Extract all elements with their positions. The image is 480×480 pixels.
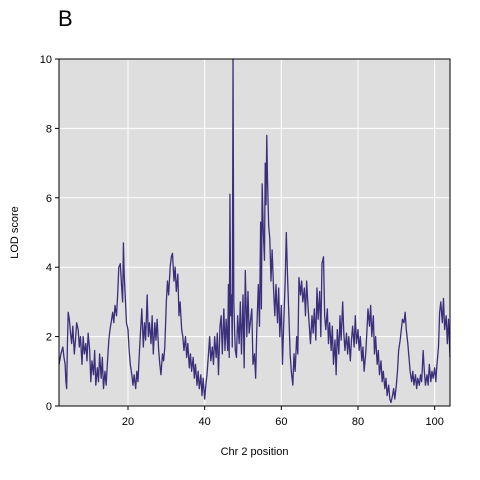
y-axis-label: LOD score	[9, 206, 21, 259]
y-tick-label: 0	[46, 401, 52, 413]
y-tick-label: 2	[46, 332, 52, 344]
x-tick-label: 60	[275, 416, 287, 428]
y-tick-label: 4	[46, 262, 52, 274]
x-tick-label: 40	[199, 416, 211, 428]
panel-label: B	[58, 6, 73, 31]
plot-frame	[58, 58, 451, 407]
x-tick-label: 80	[352, 416, 364, 428]
y-axis: 0 2 4 6 8 10	[40, 54, 59, 413]
y-tick-label: 10	[40, 54, 52, 66]
x-axis-label: Chr 2 position	[221, 446, 289, 458]
lod-score-line	[58, 58, 451, 404]
y-tick-label: 8	[46, 123, 52, 135]
x-tick-label: 20	[122, 416, 134, 428]
x-axis: 20 40 60 80 100	[122, 406, 444, 428]
x-tick-label: 100	[425, 416, 443, 428]
plot-background	[59, 59, 450, 406]
y-tick-label: 6	[46, 193, 52, 205]
